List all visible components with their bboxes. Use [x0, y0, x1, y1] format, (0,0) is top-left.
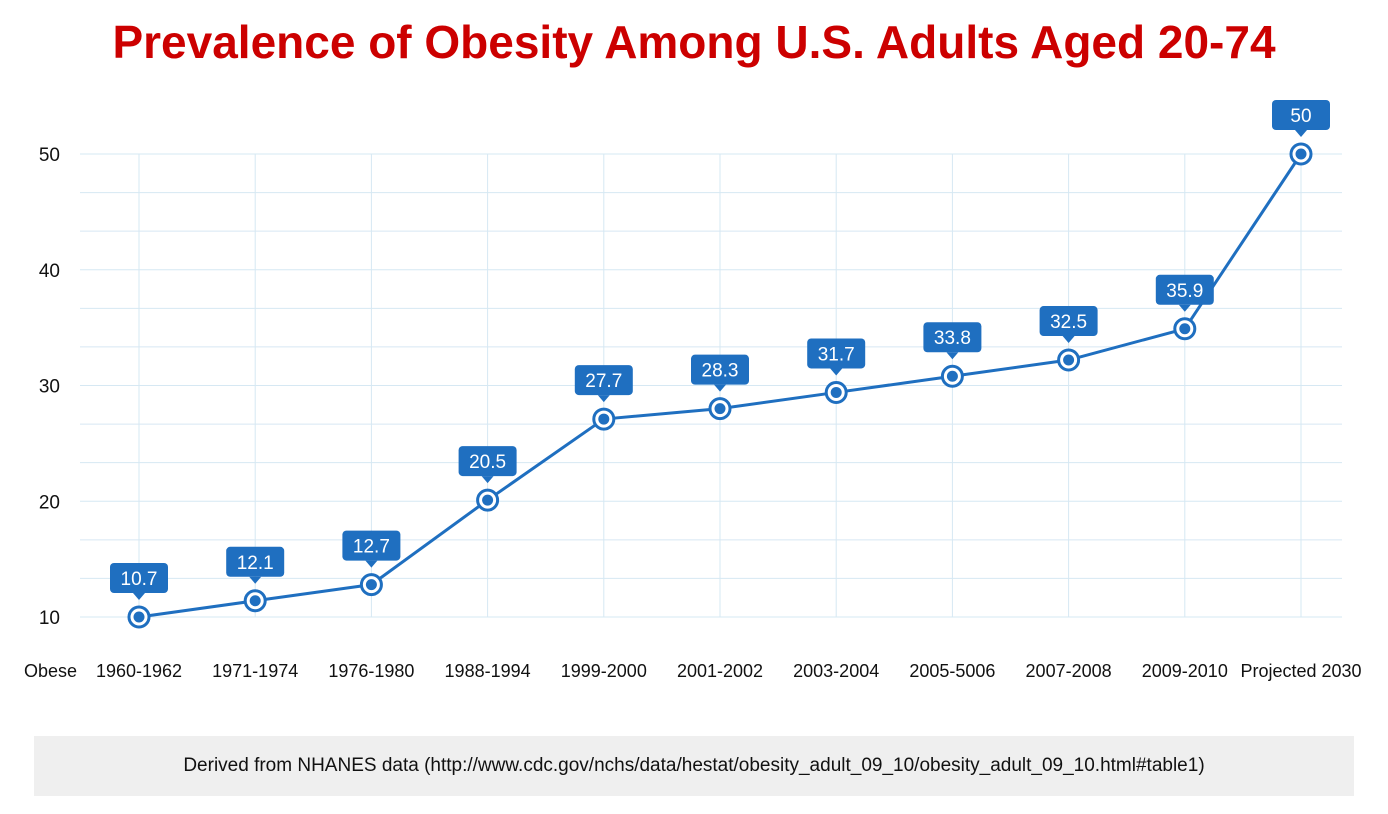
grid: [80, 153, 1342, 618]
data-label-pointer: [830, 368, 843, 376]
x-tick-label: 2001-2002: [677, 661, 763, 681]
x-tick-label: Projected 2030: [1240, 661, 1361, 681]
data-label-pointer: [365, 560, 378, 568]
data-label-text: 35.9: [1166, 281, 1203, 302]
data-label-box: [1155, 274, 1214, 305]
data-point-dot: [598, 413, 610, 425]
data-point: [1289, 142, 1313, 166]
y-tick-label: 50: [39, 145, 60, 166]
x-tick-label: 1999-2000: [561, 661, 647, 681]
x-tick-label: 2009-2010: [1142, 661, 1228, 681]
data-label: 27.7: [574, 365, 633, 403]
data-point-dot: [830, 386, 842, 398]
data-label-text: 12.1: [237, 553, 274, 574]
x-tick-label: 2007-2008: [1026, 661, 1112, 681]
data-label-box: [807, 338, 866, 369]
data-label-pointer: [946, 352, 959, 360]
data-label-pointer: [249, 576, 262, 584]
y-tick-label: 10: [39, 608, 60, 629]
data-label: 50: [1272, 100, 1330, 137]
data-label-pointer: [1295, 130, 1307, 137]
data-label-pointer: [1178, 304, 1191, 312]
data-label: 28.3: [691, 354, 749, 392]
data-point-dot: [946, 370, 958, 382]
x-tick-label: 1988-1994: [445, 661, 531, 681]
data-label: 33.8: [923, 322, 982, 360]
data-label: 12.7: [342, 530, 401, 568]
data-point-dot: [1063, 354, 1075, 366]
data-label-box: [574, 365, 633, 396]
data-label: 31.7: [807, 338, 866, 376]
data-label-pointer: [133, 593, 145, 600]
data-point: [127, 605, 151, 629]
data-label-text: 31.7: [818, 344, 855, 365]
data-point-dot: [1295, 148, 1307, 160]
data-point-dot: [714, 403, 726, 415]
data-label-text: 27.7: [585, 371, 622, 392]
data-point: [1057, 348, 1081, 372]
y-tick-label: 20: [39, 492, 60, 513]
x-tick-label: 2005-5006: [909, 661, 995, 681]
data-label-box: [1272, 100, 1330, 130]
y-tick-label: 30: [39, 377, 60, 398]
data-label-box: [923, 322, 982, 353]
data-label-text: 12.7: [353, 537, 390, 558]
data-label-pointer: [597, 395, 610, 403]
x-axis-ticks: Obese 1960-1962 1971-1974 1976-1980 1988-199…: [24, 661, 1362, 681]
data-point-dot: [133, 611, 145, 623]
data-point-dot: [249, 595, 261, 607]
data-label-text: 33.8: [934, 328, 971, 349]
series-row-label: Obese: [24, 661, 77, 681]
y-tick-label: 40: [39, 261, 60, 282]
data-label-pointer: [714, 384, 726, 392]
data-label: 20.5: [458, 446, 517, 484]
data-point-dot: [365, 579, 377, 591]
line-chart: 10 20 30 40 50 Obese 1960-1962 1971-1974 1976-1…: [24, 100, 1362, 681]
data-label-box: [226, 546, 285, 577]
data-label-pointer: [1062, 336, 1075, 344]
data-labels: 10.7 12.1 12.7 20.5 27.7 28.3 31.7 33.8 32.5 35.9…: [110, 100, 1330, 600]
x-tick-label: 1960-1962: [96, 661, 182, 681]
data-point: [476, 488, 500, 512]
data-point: [243, 589, 267, 613]
data-label: 32.5: [1039, 306, 1098, 344]
data-label-text: 32.5: [1050, 312, 1087, 333]
data-point: [592, 407, 616, 431]
data-points: [127, 142, 1313, 629]
data-label-box: [691, 354, 749, 385]
data-label: 10.7: [110, 563, 168, 600]
y-axis-ticks: 10 20 30 40 50: [39, 145, 60, 629]
x-tick-label: 1976-1980: [328, 661, 414, 681]
data-label-text: 50: [1290, 106, 1311, 127]
x-tick-label: 1971-1974: [212, 661, 298, 681]
data-label-box: [458, 446, 517, 477]
source-text: Derived from NHANES data (http://www.cdc…: [183, 755, 1205, 776]
data-point-dot: [1179, 323, 1191, 335]
data-point: [824, 380, 848, 404]
data-point: [1173, 317, 1197, 341]
data-label-text: 20.5: [469, 452, 506, 473]
data-label: 35.9: [1155, 274, 1214, 312]
data-label-pointer: [481, 476, 494, 484]
data-label-text: 10.7: [121, 569, 158, 590]
source-note: Derived from NHANES data (http://www.cdc…: [34, 736, 1354, 796]
data-label-text: 28.3: [702, 361, 739, 382]
x-tick-label: 2003-2004: [793, 661, 879, 681]
data-label-box: [110, 563, 168, 593]
data-label: 12.1: [226, 546, 285, 584]
data-label-box: [342, 530, 401, 561]
data-point: [940, 364, 964, 388]
data-point: [359, 573, 383, 597]
data-label-box: [1039, 306, 1098, 337]
data-point: [708, 397, 732, 421]
data-point-dot: [482, 494, 494, 506]
chart-title: Prevalence of Obesity Among U.S. Adults …: [112, 16, 1276, 68]
